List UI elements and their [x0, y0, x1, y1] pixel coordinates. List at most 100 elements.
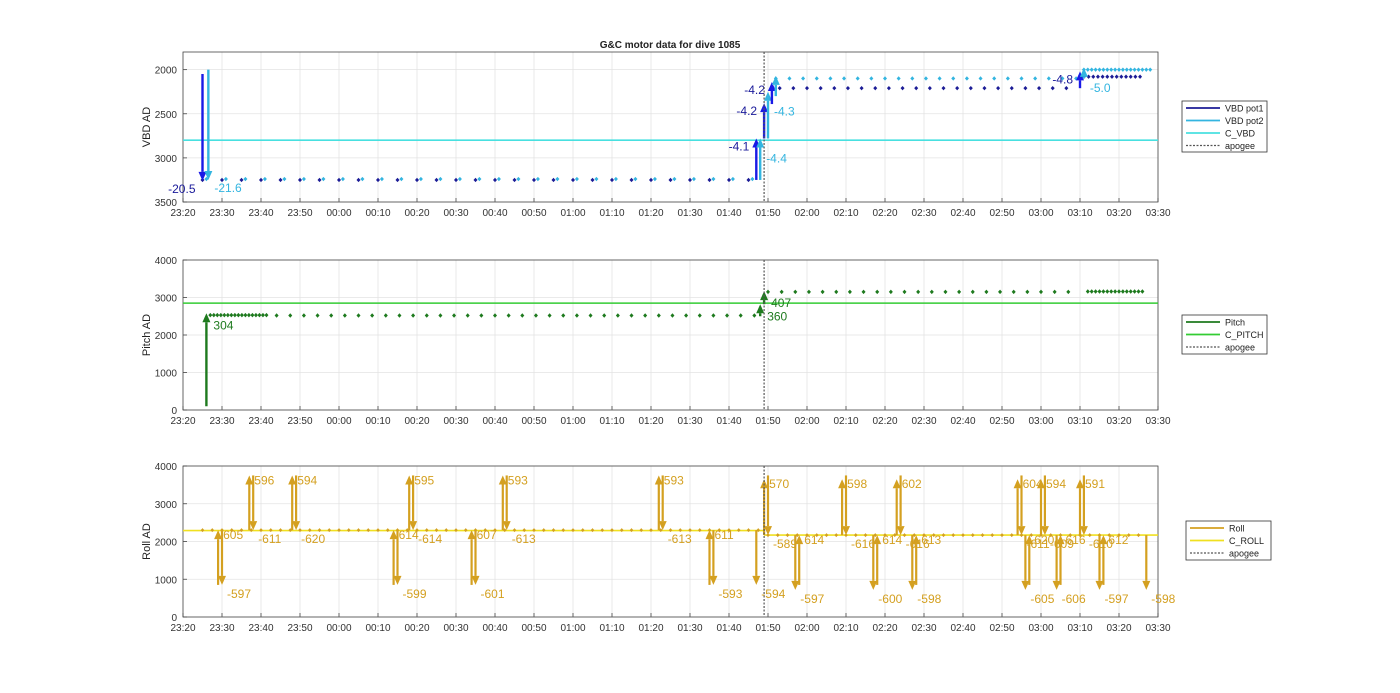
- roll-point: [200, 528, 205, 533]
- pitch-point: [438, 313, 443, 318]
- pitch-point: [225, 312, 230, 318]
- roll-point: [590, 528, 595, 533]
- vbd-arrow-label: -4.2: [744, 83, 765, 97]
- roll-arrow-head: [896, 526, 905, 536]
- roll-arrow-label: -600: [878, 592, 902, 606]
- roll-arrow-label: -598: [1151, 592, 1175, 606]
- roll-arrow-label: -601: [481, 587, 505, 601]
- roll-point: [678, 528, 683, 533]
- vbd-pot1-point: [532, 177, 536, 183]
- vbd-pot2-point: [418, 176, 423, 182]
- roll-point: [873, 533, 878, 538]
- x-tick-label: 01:50: [755, 208, 780, 219]
- x-tick-label: 02:20: [872, 208, 897, 219]
- roll-arrow-head: [1017, 526, 1026, 536]
- pitch-point: [452, 313, 457, 318]
- roll-arrow-head: [658, 521, 667, 531]
- pitch-point: [1124, 289, 1129, 294]
- x-tick-label: 02:50: [989, 208, 1014, 219]
- pitch-point: [916, 289, 921, 295]
- pitch-point: [411, 313, 416, 318]
- x-tick-label: 02:20: [872, 416, 897, 427]
- y-tick-label: 4000: [155, 256, 178, 267]
- pitch-point: [208, 312, 213, 318]
- vbd-pot1-point: [395, 177, 400, 183]
- vbd-pot1-point: [278, 177, 283, 183]
- vbd-pot2-point: [399, 176, 404, 182]
- x-tick-label: 23:50: [287, 208, 312, 219]
- vbd-pot1-point: [1109, 74, 1114, 79]
- vbd-pot1-point: [610, 177, 614, 183]
- roll-arrow-head: [654, 475, 663, 485]
- pitch-point: [397, 313, 402, 318]
- roll-arrow-head: [502, 521, 511, 531]
- vbd-pot1-point: [818, 85, 823, 91]
- pitch-point: [218, 312, 223, 318]
- y-tick-label: 2000: [155, 66, 178, 77]
- roll-arrow-head: [709, 575, 718, 585]
- pitch-point: [239, 312, 244, 318]
- pitch-panel: 23:20 23:30 23:40 23:50 00:00 00:10 00:20 00:30…: [141, 256, 1268, 427]
- roll-point: [268, 528, 273, 533]
- roll-arrow-head: [791, 580, 800, 590]
- vbd-pot2-point: [691, 176, 696, 182]
- pitch-point: [253, 312, 258, 318]
- pitch-point: [506, 313, 511, 318]
- roll-point: [1107, 533, 1112, 538]
- roll-point: [775, 533, 780, 538]
- vbd-pot2-point: [555, 176, 560, 182]
- roll-arrow-label: 593: [664, 473, 684, 487]
- roll-point: [532, 528, 536, 533]
- roll-arrow-label: 594: [297, 473, 317, 487]
- y-tick-label: 3500: [155, 198, 178, 209]
- vbd-pot2-point: [1136, 67, 1141, 72]
- vbd-arrow-head: [764, 91, 772, 101]
- roll-arrow-head: [838, 479, 847, 489]
- pitch-point: [1113, 289, 1118, 294]
- roll-point: [463, 528, 468, 533]
- x-tick-label: 03:00: [1028, 623, 1053, 634]
- vbd-arrow-head: [198, 171, 207, 181]
- vbd-pot1-point: [1050, 85, 1055, 91]
- roll-arrow-label: -620: [301, 532, 325, 546]
- pitch-point: [766, 289, 770, 295]
- pitch-point: [1039, 289, 1043, 295]
- pitch-point: [250, 312, 255, 318]
- vbd-pot2-point: [1132, 67, 1137, 72]
- roll-arrow-head: [1095, 580, 1104, 590]
- roll-point: [434, 528, 439, 533]
- x-tick-label: 03:10: [1067, 416, 1092, 427]
- roll-arrow-head: [764, 526, 772, 536]
- roll-point: [619, 528, 624, 533]
- x-tick-label: 00:10: [365, 208, 390, 219]
- vbd-pot2-point: [1140, 67, 1145, 72]
- roll-arrow-head: [795, 535, 804, 545]
- pitch-point: [888, 289, 893, 295]
- vbd-pot1-point: [1064, 85, 1069, 91]
- y-axis-label: Roll AD: [141, 523, 153, 560]
- x-tick-label: 01:40: [716, 623, 741, 634]
- y-tick-label: 0: [171, 406, 177, 417]
- vbd-pot2-point: [787, 76, 792, 81]
- roll-arrow-label: 611: [715, 528, 734, 542]
- vbd-pot1-point: [298, 177, 302, 183]
- roll-arrow-head: [467, 530, 476, 540]
- x-tick-label: 02:00: [794, 416, 819, 427]
- x-tick-label: 01:20: [638, 623, 663, 634]
- roll-arrow-label: 593: [508, 473, 528, 487]
- pitch-point: [1052, 289, 1057, 295]
- roll-point: [600, 528, 605, 533]
- x-tick-label: 01:50: [755, 416, 780, 427]
- vbd-pot2-point: [652, 176, 657, 182]
- roll-arrow-label: 591: [1085, 477, 1105, 491]
- roll-arrow-head: [873, 535, 882, 545]
- roll-point: [493, 528, 497, 533]
- x-tick-label: 02:10: [833, 416, 858, 427]
- x-tick-label: 01:00: [560, 208, 585, 219]
- vbd-arrow-label: -4.3: [774, 105, 795, 119]
- vbd-pot2-point: [1046, 76, 1051, 81]
- vbd-pot2-point: [964, 76, 969, 81]
- pitch-point: [257, 312, 262, 318]
- roll-point: [239, 528, 244, 533]
